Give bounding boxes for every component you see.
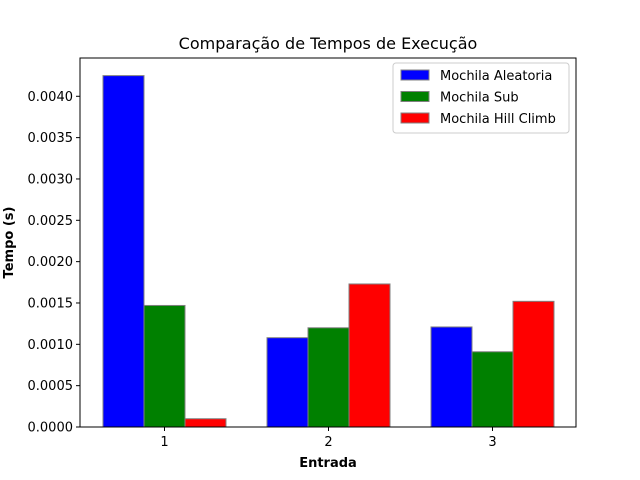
chart-title: Comparação de Tempos de Execução — [179, 34, 478, 53]
y-axis-label: Tempo (s) — [2, 207, 17, 279]
legend-frame — [392, 62, 570, 134]
x-tick-label: 3 — [488, 435, 496, 450]
bar-mochila-hill-climb-1 — [184, 418, 227, 428]
y-tick-label: 0.0015 — [28, 296, 74, 311]
legend-label: Mochila Hill Climb — [440, 112, 556, 127]
y-axis: 0.0000 0.0005 0.0010 0.0015 0.0020 0.0025 0.00… — [28, 90, 80, 436]
y-tick-label: 0.0035 — [28, 131, 74, 146]
bar-mochila-aleatoria-2 — [266, 337, 309, 428]
legend: Mochila Aleatoria Mochila Sub Mochila Hill… — [392, 62, 570, 134]
legend-swatch-mochila-sub — [400, 91, 430, 102]
y-tick-label: 0.0010 — [28, 338, 74, 353]
x-tick-label: 2 — [324, 435, 332, 450]
bar-mochila-hill-climb-3 — [512, 300, 555, 428]
y-tick-label: 0.0030 — [28, 172, 74, 187]
legend-swatch-mochila-hill-climb — [400, 112, 430, 124]
legend-label: Mochila Sub — [440, 91, 519, 106]
y-tick-label: 0.0000 — [28, 421, 74, 436]
y-tick-label: 0.0005 — [28, 379, 74, 394]
y-tick-label: 0.0040 — [28, 90, 74, 105]
bar-mochila-sub-3 — [471, 351, 514, 428]
bar-mochila-aleatoria-1 — [102, 75, 145, 428]
x-axis-label: Entrada — [299, 456, 357, 471]
bar-mochila-sub-1 — [143, 304, 186, 428]
legend-swatch-mochila-aleatoria — [400, 69, 430, 81]
bar-mochila-sub-2 — [307, 327, 350, 428]
legend-label: Mochila Aleatoria — [440, 69, 552, 84]
bar-mochila-aleatoria-3 — [430, 326, 473, 428]
bar-mochila-hill-climb-2 — [348, 283, 391, 428]
bars-layer — [102, 75, 555, 428]
y-tick-label: 0.0020 — [28, 255, 74, 270]
y-tick-label: 0.0025 — [28, 214, 74, 229]
x-axis: 1 2 3 — [160, 427, 497, 450]
x-tick-label: 1 — [160, 435, 168, 450]
